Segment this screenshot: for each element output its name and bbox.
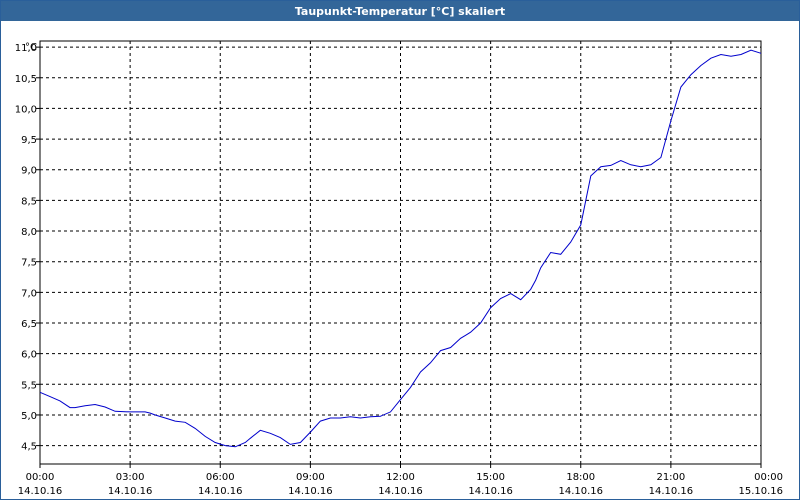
dewpoint-series-line xyxy=(39,49,762,448)
y-tick-label: 9,0 xyxy=(21,166,37,177)
x-tick-date: 14.10.16 xyxy=(468,486,513,497)
x-tick-time: 15:00 xyxy=(476,472,505,483)
y-axis-ticks: 4,5 5,0 5,5 6,0 6,5 7,0 7,5 8,0 8,5 9,0 9,5 10,0 10,… xyxy=(15,43,40,453)
x-axis-ticks: 00:00 14.10.16 03:00 14.10.16 06:00 14.10.16 0… xyxy=(18,464,783,497)
x-tick-date: 15.10.16 xyxy=(738,486,783,497)
y-tick-label: 7,5 xyxy=(21,258,37,269)
y-tick-label: 10,0 xyxy=(15,104,37,115)
y-tick-label: 4,5 xyxy=(21,442,37,453)
y-tick-label: 7,0 xyxy=(21,288,37,299)
y-tick-label: 6,5 xyxy=(21,319,37,330)
y-axis-unit: °C xyxy=(25,42,37,53)
y-tick-label: 11,0 xyxy=(15,43,37,54)
x-tick-time: 03:00 xyxy=(116,472,145,483)
y-tick-label: 8,0 xyxy=(21,227,37,238)
x-tick-date: 14.10.16 xyxy=(558,486,603,497)
x-tick-date: 14.10.16 xyxy=(288,486,333,497)
y-tick-label: 5,5 xyxy=(21,380,37,391)
y-tick-label: 6,0 xyxy=(21,350,37,361)
x-tick-date: 14.10.16 xyxy=(18,486,63,497)
y-tick-label: 8,5 xyxy=(21,196,37,207)
x-tick-time: 18:00 xyxy=(566,472,595,483)
x-tick-date: 14.10.16 xyxy=(108,486,153,497)
y-tick-label: 10,5 xyxy=(15,74,37,85)
x-tick-time: 12:00 xyxy=(386,472,415,483)
chart-title: Taupunkt-Temperatur [°C] skaliert xyxy=(1,1,799,21)
x-tick-date: 14.10.16 xyxy=(378,486,423,497)
grid-lines xyxy=(40,41,761,464)
x-tick-time: 09:00 xyxy=(296,472,325,483)
x-tick-time: 00:00 xyxy=(26,472,55,483)
x-tick-time: 06:00 xyxy=(206,472,235,483)
x-tick-time: 21:00 xyxy=(656,472,685,483)
x-tick-time: 00:00 xyxy=(754,472,783,483)
x-tick-date: 14.10.16 xyxy=(649,486,694,497)
x-tick-date: 14.10.16 xyxy=(198,486,243,497)
y-tick-label: 9,5 xyxy=(21,135,37,146)
y-tick-label: 5,0 xyxy=(21,411,37,422)
